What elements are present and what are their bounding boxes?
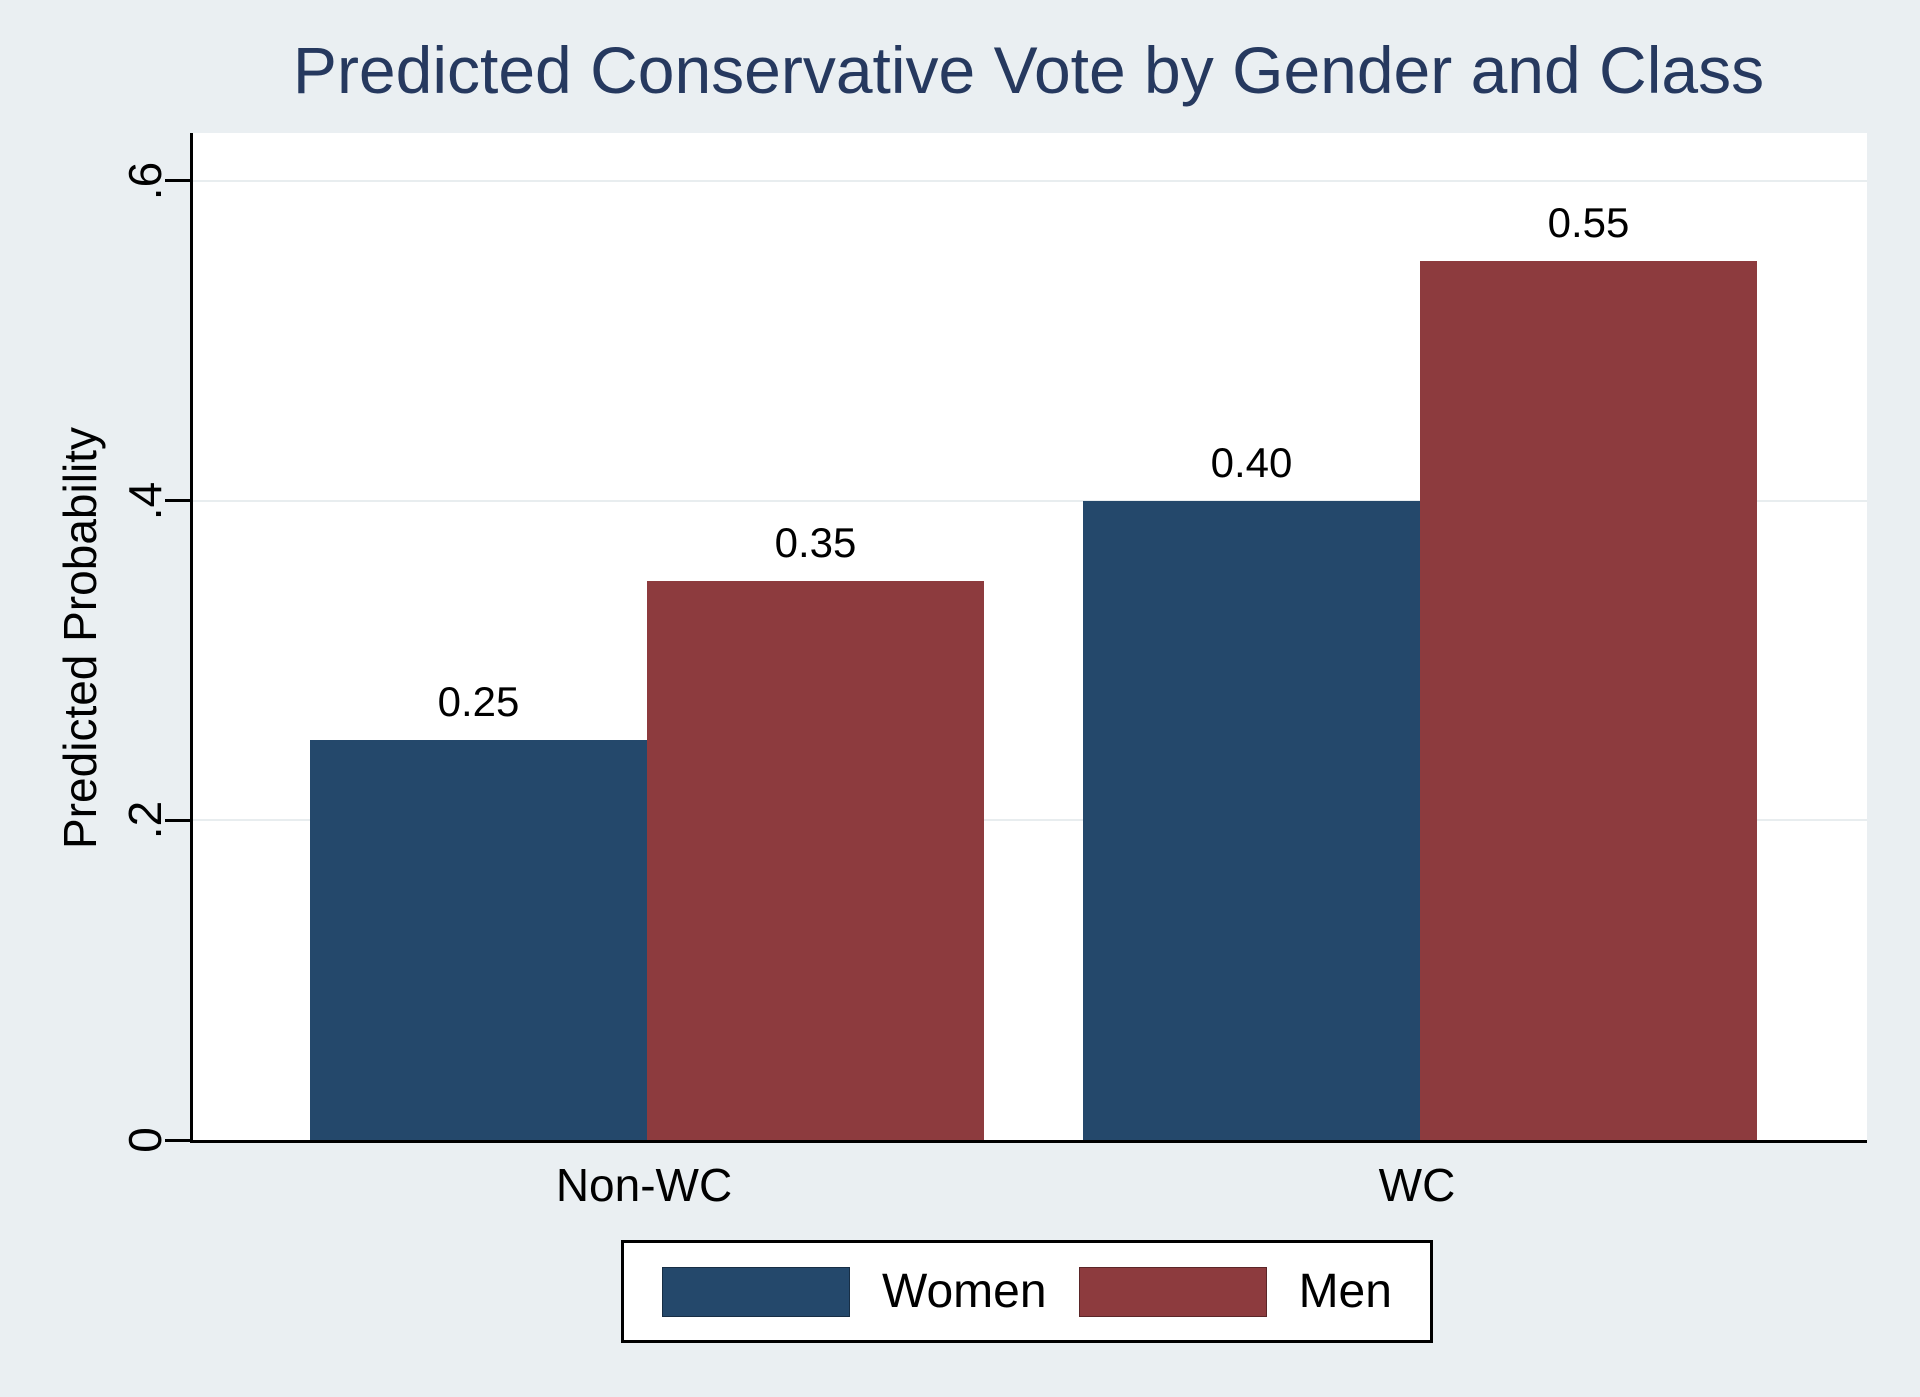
bar-men (1420, 260, 1757, 1140)
gridline (193, 179, 1867, 182)
bar-value-label: 0.35 (774, 518, 857, 566)
plot-area: 0.25 0.35 0.40 0.55 (165, 133, 1867, 1143)
y-tick-label: .6 (119, 161, 171, 201)
bar-value-label: 0.25 (437, 678, 520, 726)
bar-value-label: 0.55 (1547, 198, 1630, 246)
y-tick-label: .4 (119, 481, 171, 520)
y-tick (165, 179, 190, 183)
bar-women (1083, 500, 1420, 1140)
gridline (193, 819, 1867, 822)
bar-value-label: 0.40 (1210, 438, 1293, 486)
y-tick-label: .2 (119, 801, 171, 840)
legend: Women Men (190, 1240, 1864, 1343)
gridline (193, 499, 1867, 502)
y-tick (165, 1138, 190, 1142)
y-tick-label: 0 (119, 1127, 171, 1153)
y-tick (165, 818, 190, 822)
x-category-label: Non-WC (555, 1159, 733, 1211)
y-tick (165, 499, 190, 503)
chart-title: Predicted Conservative Vote by Gender an… (292, 33, 1765, 107)
legend-women-label: Women (882, 1265, 1047, 1318)
x-category-label: WC (1378, 1159, 1456, 1211)
bar-women (310, 740, 647, 1140)
y-axis-title: Predicted Probability (54, 427, 106, 849)
legend-box: Women Men (621, 1240, 1433, 1343)
legend-men-swatch (1078, 1266, 1267, 1317)
legend-men-label: Men (1298, 1265, 1392, 1318)
legend-women-swatch (662, 1266, 851, 1317)
bar-men (647, 580, 984, 1140)
